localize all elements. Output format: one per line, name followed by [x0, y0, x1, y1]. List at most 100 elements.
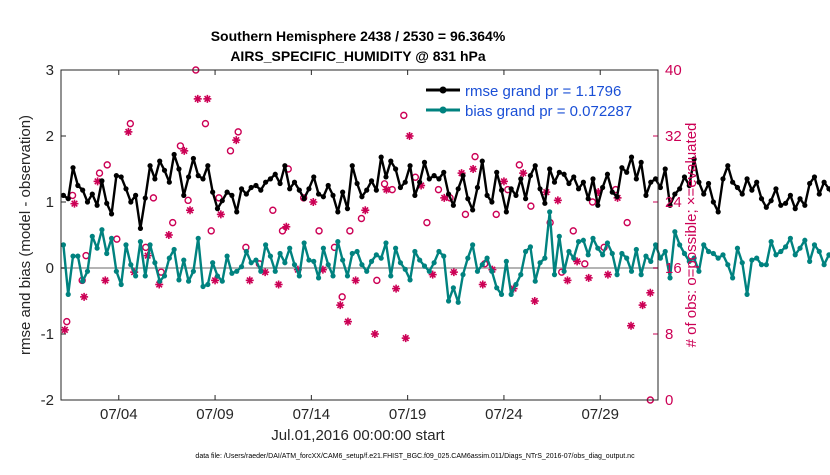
- rmse-point: [152, 176, 158, 182]
- rmse-point: [802, 202, 808, 208]
- rmse-point: [142, 195, 148, 201]
- rmse-point: [393, 166, 399, 172]
- rmse-point: [580, 179, 586, 185]
- rmse-point: [287, 186, 293, 192]
- legend-rmse-label: rmse grand pr = 1.1796: [465, 83, 621, 100]
- rmse-series: [60, 151, 830, 231]
- rmse-point: [787, 192, 793, 198]
- rmse-point: [296, 187, 302, 193]
- bias-point: [80, 278, 86, 284]
- bias-point: [205, 281, 211, 288]
- bias-point: [633, 246, 639, 253]
- obs-evaluated-stroke: [246, 277, 254, 284]
- rmse-point: [807, 180, 813, 187]
- rmse-point: [797, 196, 803, 202]
- rmse-point: [734, 184, 741, 191]
- bias-point: [677, 242, 683, 248]
- obs-possible-marker: [338, 293, 346, 301]
- bias-point: [652, 242, 659, 248]
- bias-point: [176, 277, 182, 283]
- y2-tick-label: 24: [665, 194, 682, 211]
- legend: rmse grand pr = 1.1796 bias grand pr = 0…: [414, 78, 652, 120]
- bias-point: [267, 253, 274, 259]
- rmse-point: [84, 199, 91, 205]
- rmse-point: [123, 186, 129, 192]
- obs-evaluated-stroke: [94, 178, 101, 185]
- obs-possible-marker: [149, 194, 158, 202]
- rmse-point: [643, 192, 649, 198]
- rmse-point: [532, 163, 538, 169]
- bias-point: [157, 278, 163, 284]
- rmse-point: [701, 191, 707, 197]
- rmse-point: [465, 196, 471, 202]
- bias-point: [373, 252, 379, 258]
- obs-evaluated-stroke: [261, 268, 269, 276]
- bias-point: [744, 291, 750, 297]
- rmse-point: [551, 179, 558, 185]
- x-tick-label: 07/19: [389, 406, 427, 423]
- rmse-point: [301, 196, 307, 202]
- rmse-point: [523, 196, 529, 202]
- obs-evaluated-stroke: [604, 271, 612, 278]
- rmse-point: [267, 176, 274, 182]
- obs-evaluated-marker: [155, 280, 164, 289]
- obs-evaluated-marker: [603, 270, 612, 279]
- obs-evaluated-stroke: [417, 182, 425, 189]
- obs-evaluated-marker: [232, 136, 241, 145]
- bias-point: [123, 242, 129, 248]
- rmse-point: [489, 199, 495, 205]
- rmse-point: [263, 179, 269, 185]
- rmse-point: [200, 176, 206, 182]
- obs-evaluated-stroke: [646, 289, 654, 297]
- obs-evaluated-marker: [584, 273, 593, 282]
- bias-point: [465, 255, 471, 261]
- rmse-point: [648, 179, 654, 185]
- bias-point: [681, 250, 688, 257]
- bias-point: [108, 235, 115, 241]
- obs-possible-marker: [471, 152, 479, 161]
- bias-point: [826, 252, 830, 258]
- rmse-point: [768, 198, 774, 204]
- rmse-point: [359, 194, 365, 200]
- rmse-point: [354, 180, 360, 187]
- bias-point: [65, 291, 71, 297]
- obs-evaluated-marker: [336, 301, 345, 310]
- bias-point: [402, 266, 408, 272]
- obs-evaluated-marker: [186, 206, 195, 215]
- rmse-point: [224, 189, 230, 195]
- bias-point: [311, 258, 317, 264]
- rmse-point: [705, 180, 712, 187]
- bias-point: [75, 253, 81, 259]
- bias-point: [234, 268, 240, 274]
- bias-point: [508, 291, 514, 297]
- y2-tick-labels: 0 8 16 24 32 40: [665, 62, 682, 409]
- bias-point: [792, 252, 798, 258]
- bias-point: [200, 283, 206, 290]
- bias-point: [445, 298, 452, 304]
- obs-evaluated-stroke: [61, 326, 69, 334]
- x-tick-label: 07/24: [485, 406, 523, 423]
- rmse-point: [272, 171, 278, 177]
- rmse-point: [638, 159, 644, 165]
- bias-point: [253, 257, 259, 263]
- obs-evaluated-marker: [563, 276, 572, 285]
- obs-evaluated-stroke: [180, 147, 188, 155]
- rmse-point: [113, 173, 119, 179]
- obs-evaluated-stroke: [352, 277, 360, 284]
- rmse-point: [128, 199, 134, 205]
- bias-point: [287, 245, 293, 251]
- bias-point: [600, 252, 606, 258]
- obs-evaluated-marker: [309, 198, 318, 206]
- obs-evaluated-stroke: [627, 322, 635, 330]
- bias-point: [479, 262, 485, 268]
- rmse-point: [677, 186, 683, 192]
- obs-evaluated-stroke: [585, 274, 593, 282]
- rmse-point: [344, 206, 351, 212]
- rmse-point: [571, 174, 577, 180]
- rmse-point: [503, 209, 509, 215]
- bias-point: [450, 285, 456, 291]
- bias-point: [277, 250, 283, 257]
- bias-point: [561, 268, 567, 274]
- bias-point: [701, 242, 707, 248]
